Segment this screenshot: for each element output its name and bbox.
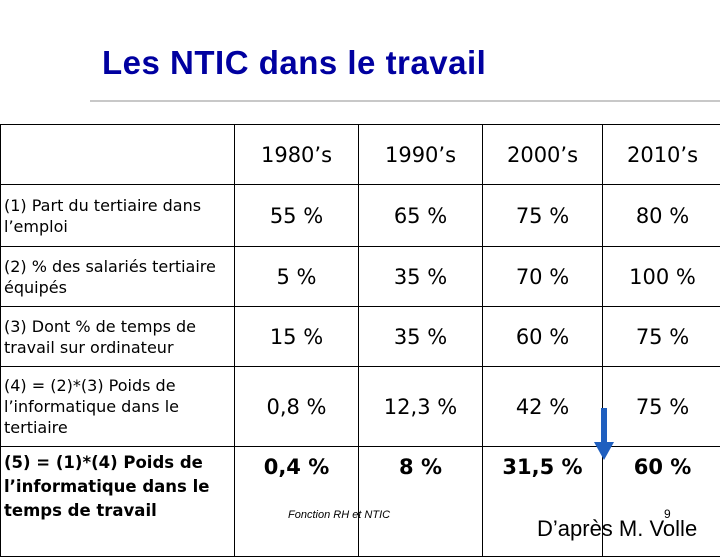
row-label: (5) = (1)*(4) Poids de l’informatique da…	[1, 447, 235, 557]
header-cell-empty	[1, 125, 235, 185]
header-cell-1990s: 1990’s	[359, 125, 483, 185]
table-cell: 12,3 %	[359, 367, 483, 447]
table-cell: 0,4 %	[235, 447, 359, 557]
slide-title: Les NTIC dans le travail	[102, 44, 486, 82]
table-cell: 75 %	[483, 185, 603, 247]
table-cell: 15 %	[235, 307, 359, 367]
table-cell: 80 %	[603, 185, 720, 247]
footer-text: Fonction RH et NTIC	[288, 509, 390, 521]
table-cell: 42 %	[483, 367, 603, 447]
header-cell-1980s: 1980’s	[235, 125, 359, 185]
table-row: (3) Dont % de temps de travail sur ordin…	[1, 307, 720, 367]
table-cell: 35 %	[359, 307, 483, 367]
table-cell: 0,8 %	[235, 367, 359, 447]
table-row: (1) Part du tertiaire dans l’emploi 55 %…	[1, 185, 720, 247]
header-cell-2010s: 2010’s	[603, 125, 720, 185]
header-cell-2000s: 2000’s	[483, 125, 603, 185]
table-cell: 65 %	[359, 185, 483, 247]
title-underline	[90, 100, 720, 102]
table-row: (2) % des salariés tertiaire équipés 5 %…	[1, 247, 720, 307]
row-label: (1) Part du tertiaire dans l’emploi	[1, 185, 235, 247]
row-label: (4) = (2)*(3) Poids de l’informatique da…	[1, 367, 235, 447]
table-cell: 75 %	[603, 307, 720, 367]
table-cell: 75 %	[603, 367, 720, 447]
table-cell: 70 %	[483, 247, 603, 307]
row-label: (3) Dont % de temps de travail sur ordin…	[1, 307, 235, 367]
attribution-text: D’après M. Volle	[537, 516, 697, 542]
row-label: (2) % des salariés tertiaire équipés	[1, 247, 235, 307]
ntic-table: 1980’s 1990’s 2000’s 2010’s (1) Part du …	[0, 124, 720, 557]
table-cell: 55 %	[235, 185, 359, 247]
table-cell: 100 %	[603, 247, 720, 307]
down-arrow-icon	[594, 408, 614, 460]
table-header-row: 1980’s 1990’s 2000’s 2010’s	[1, 125, 720, 185]
table-cell: 35 %	[359, 247, 483, 307]
table-cell: 5 %	[235, 247, 359, 307]
table-cell: 8 %	[359, 447, 483, 557]
table-cell: 60 %	[483, 307, 603, 367]
